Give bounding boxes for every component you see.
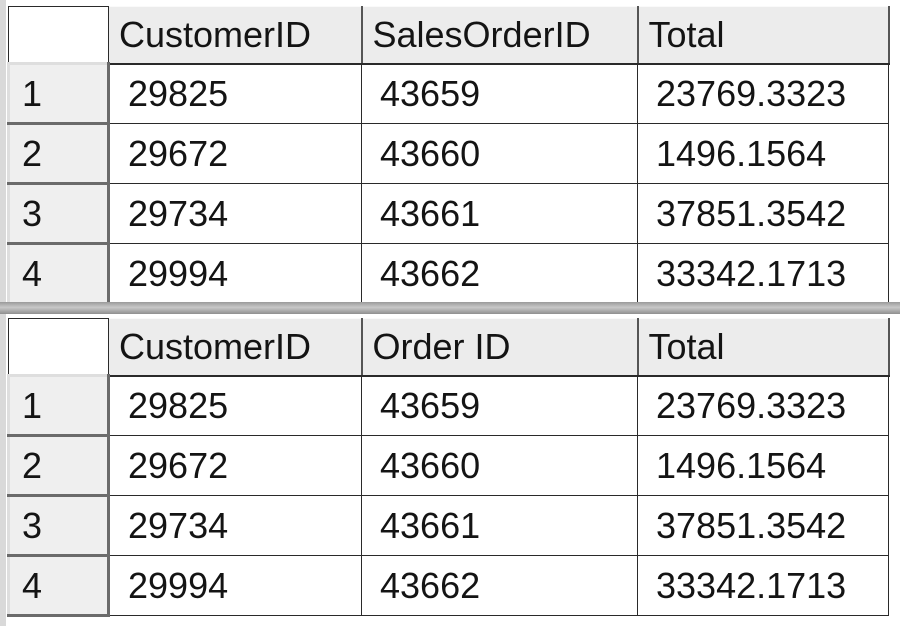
column-header-total[interactable]: Total	[637, 6, 890, 65]
row-number[interactable]: 1	[7, 62, 110, 125]
table-row[interactable]: 3 29734 43661 37851.3542	[7, 182, 889, 245]
cell-total[interactable]: 33342.1713	[637, 555, 889, 616]
row-number[interactable]: 3	[7, 494, 110, 557]
header-row: CustomerID SalesOrderID Total	[8, 6, 890, 65]
cell-customerid[interactable]: 29825	[107, 63, 362, 124]
cell-order-id[interactable]: 43659	[361, 375, 638, 436]
row-number[interactable]: 4	[7, 554, 110, 617]
cell-total[interactable]: 1496.1564	[637, 123, 889, 184]
table-row[interactable]: 4 29994 43662 33342.1713	[7, 554, 889, 617]
select-all-corner[interactable]	[8, 6, 109, 65]
cell-customerid[interactable]: 29825	[108, 375, 362, 436]
table-row[interactable]: 1 29825 43659 23769.3323	[7, 62, 889, 125]
select-all-corner[interactable]	[8, 318, 109, 377]
row-number[interactable]: 2	[7, 122, 110, 185]
table-row[interactable]: 1 29825 43659 23769.3323	[7, 374, 889, 437]
row-number[interactable]: 3	[7, 182, 110, 245]
cell-salesorderid[interactable]: 43660	[361, 123, 638, 184]
cell-customerid[interactable]: 29734	[108, 183, 362, 244]
table-row[interactable]: 4 29994 43662 33342.1713	[7, 242, 889, 305]
cell-salesorderid[interactable]: 43661	[361, 183, 638, 244]
header-row: CustomerID Order ID Total	[8, 318, 890, 377]
row-number[interactable]: 2	[7, 434, 110, 497]
table-row[interactable]: 2 29672 43660 1496.1564	[7, 122, 889, 185]
table-row[interactable]: 3 29734 43661 37851.3542	[7, 494, 889, 557]
cell-customerid[interactable]: 29672	[108, 123, 362, 184]
column-header-order-id[interactable]: Order ID	[361, 318, 639, 377]
cell-total[interactable]: 33342.1713	[637, 243, 889, 304]
cell-order-id[interactable]: 43660	[361, 435, 638, 496]
cell-customerid[interactable]: 29672	[108, 435, 362, 496]
results-grid-1: CustomerID SalesOrderID Total 1 29825 43…	[7, 6, 890, 305]
cell-customerid[interactable]: 29994	[108, 555, 362, 616]
cell-total[interactable]: 23769.3323	[637, 63, 889, 124]
cell-salesorderid[interactable]: 43659	[361, 63, 638, 124]
column-header-customerid[interactable]: CustomerID	[108, 318, 363, 377]
cell-total[interactable]: 37851.3542	[637, 495, 889, 556]
pane-splitter[interactable]	[0, 302, 900, 314]
cell-total[interactable]: 1496.1564	[637, 435, 889, 496]
cell-salesorderid[interactable]: 43662	[361, 243, 638, 304]
cell-customerid[interactable]: 29994	[108, 243, 362, 304]
column-header-customerid[interactable]: CustomerID	[108, 6, 363, 65]
row-number[interactable]: 4	[7, 242, 110, 305]
cell-total[interactable]: 23769.3323	[637, 375, 889, 436]
cell-total[interactable]: 37851.3542	[637, 183, 889, 244]
column-header-salesorderid[interactable]: SalesOrderID	[361, 6, 639, 65]
row-number[interactable]: 1	[7, 374, 110, 437]
cell-customerid[interactable]: 29734	[108, 495, 362, 556]
cell-order-id[interactable]: 43662	[361, 555, 638, 616]
column-header-total[interactable]: Total	[637, 318, 890, 377]
cell-order-id[interactable]: 43661	[361, 495, 638, 556]
table-row[interactable]: 2 29672 43660 1496.1564	[7, 434, 889, 497]
results-grid-2: CustomerID Order ID Total 1 29825 43659 …	[7, 318, 890, 617]
